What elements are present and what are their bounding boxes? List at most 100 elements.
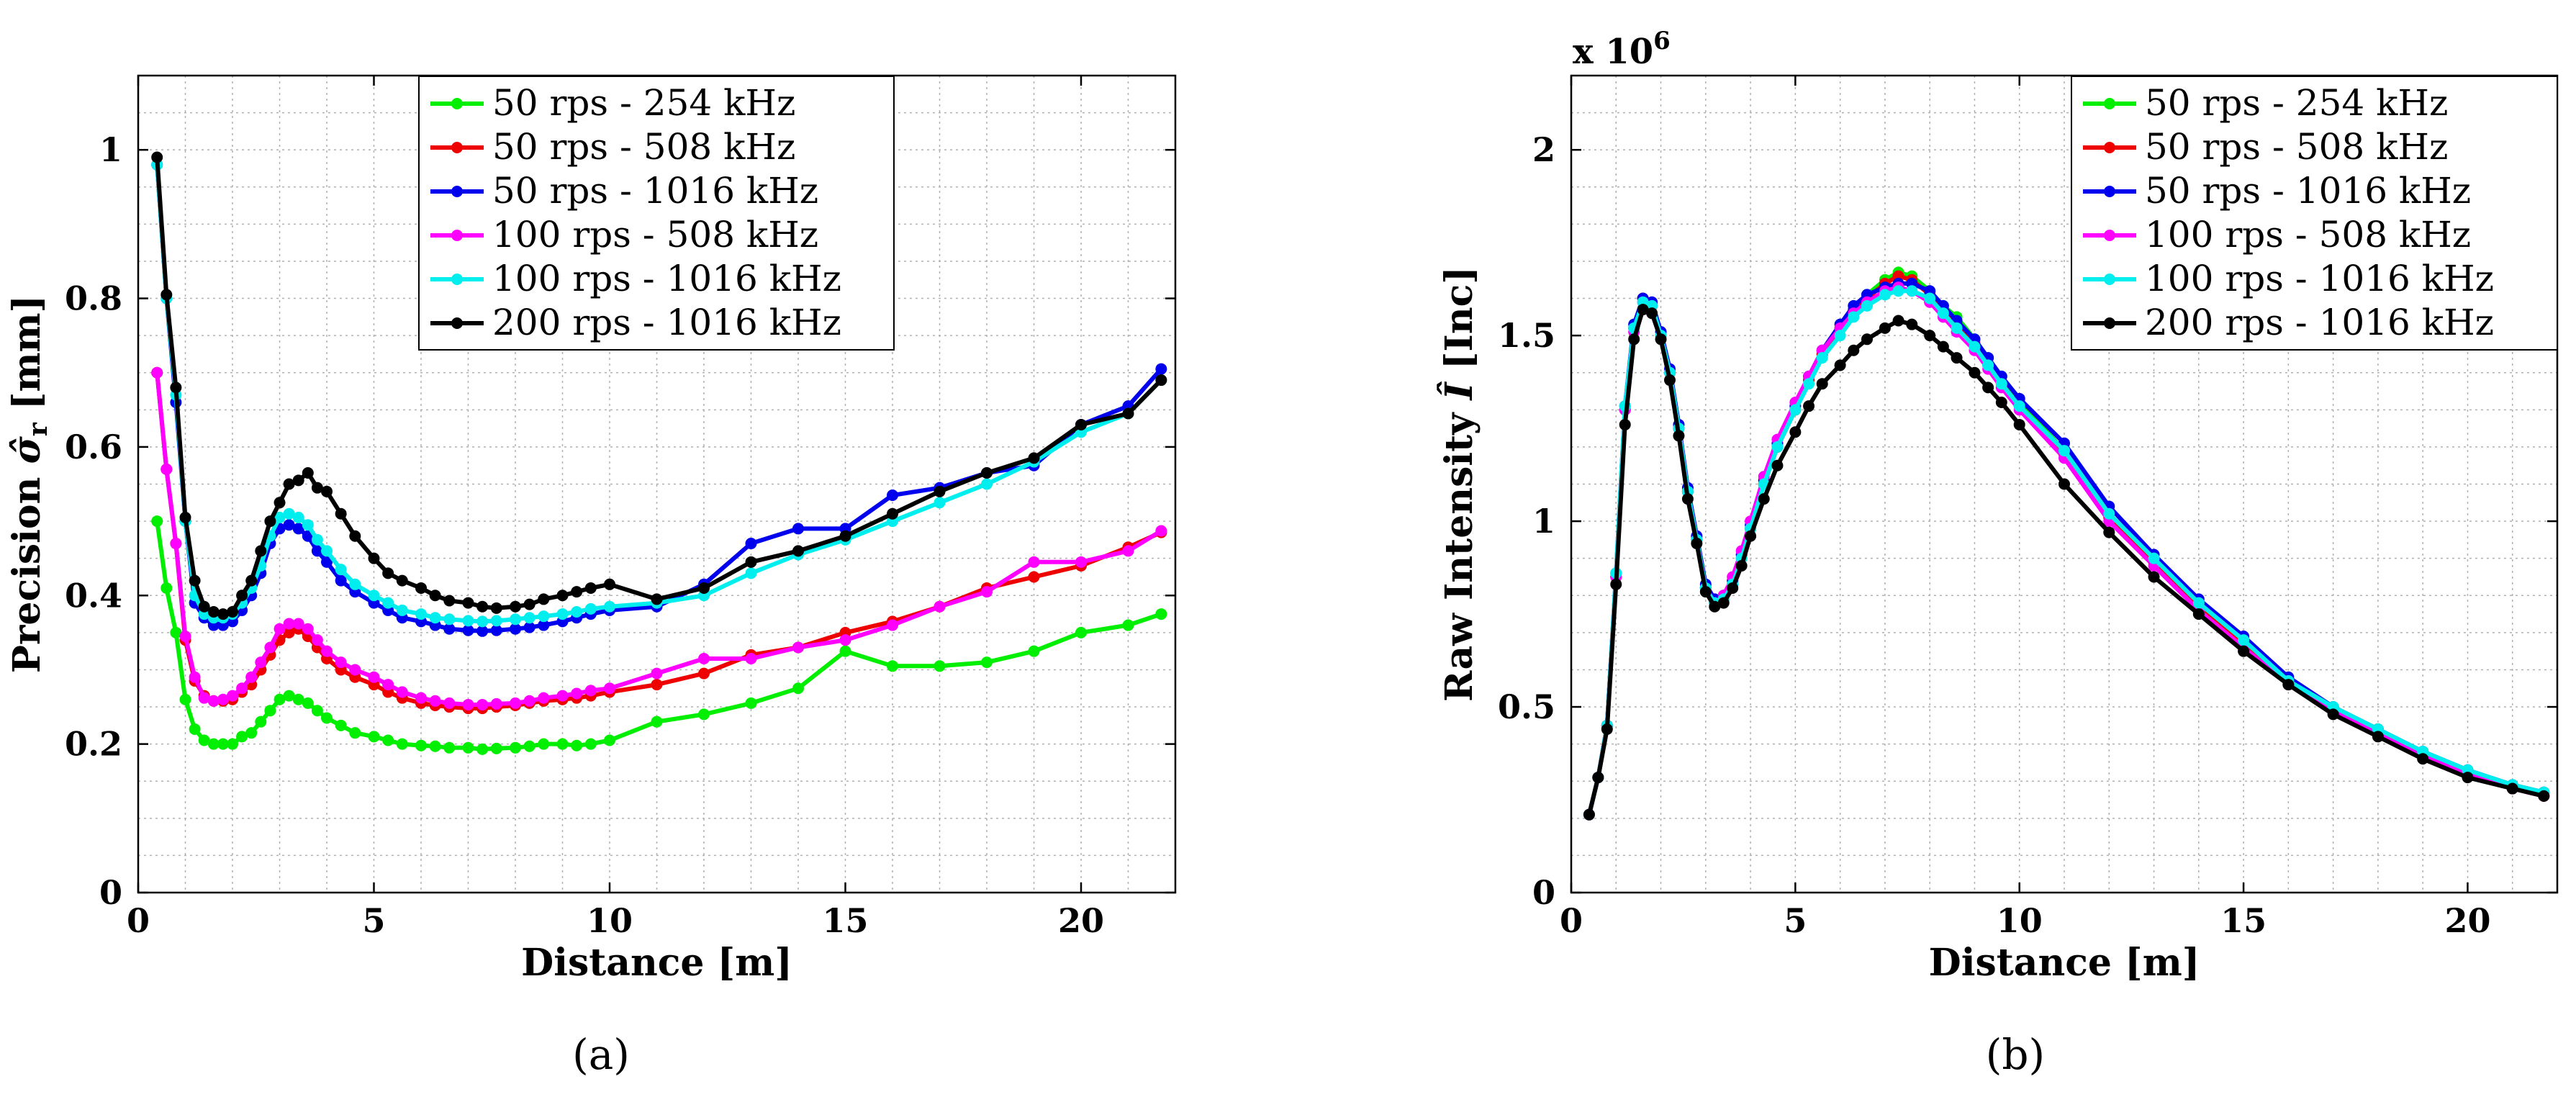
legend-label: 50 rps - 1016 kHz [2145, 170, 2471, 212]
series-1 [151, 366, 1167, 715]
data-point [255, 545, 267, 557]
data-point [887, 489, 898, 501]
data-point [1803, 378, 1815, 390]
legend-label: 50 rps - 508 kHz [2145, 126, 2448, 168]
data-point [584, 602, 597, 615]
series-5 [1583, 304, 2550, 821]
data-point [1816, 352, 1828, 364]
data-point [382, 679, 394, 691]
data-point [571, 739, 583, 751]
data-point [490, 698, 502, 710]
series-4 [1583, 285, 2550, 821]
data-point [1771, 441, 1784, 453]
data-point [1982, 359, 1994, 371]
data-point [382, 597, 394, 609]
data-point [283, 478, 295, 490]
legend-marker [451, 186, 463, 197]
data-point [1717, 597, 1730, 609]
data-point [556, 590, 569, 602]
data-point [1906, 285, 1918, 297]
data-point [335, 656, 347, 669]
data-point [476, 625, 489, 637]
legend-label: 100 rps - 508 kHz [492, 214, 818, 256]
y-axis-label-unit: [Inc] [1437, 266, 1481, 382]
data-point [292, 523, 304, 535]
legend-box [2071, 76, 2558, 351]
legend-marker [2104, 142, 2115, 153]
data-point [981, 656, 993, 669]
data-point [161, 582, 173, 594]
data-point [321, 712, 333, 724]
data-point [1969, 340, 1981, 353]
data-point [283, 618, 295, 630]
data-point [236, 731, 248, 743]
data-point [462, 624, 474, 636]
data-point [1906, 318, 1918, 330]
legend-label: 50 rps - 508 kHz [492, 126, 795, 168]
data-point [745, 652, 757, 664]
data-point [476, 743, 489, 755]
series-line [1586, 285, 2544, 816]
plot-frame [1570, 74, 2559, 894]
data-point [151, 515, 163, 528]
data-point [1892, 315, 1904, 327]
series-line [1586, 281, 2544, 816]
data-point [510, 613, 521, 626]
data-point [1924, 292, 1936, 304]
data-point [1758, 493, 1770, 505]
data-point [1664, 374, 1676, 387]
data-point [1745, 530, 1757, 542]
data-point [571, 605, 583, 618]
y-tick-label: 0 [1532, 873, 1555, 912]
legend-item: 50 rps - 254 kHz [2083, 82, 2448, 124]
data-point [335, 574, 347, 587]
legend-item: 50 rps - 254 kHz [430, 82, 795, 124]
data-point [1861, 333, 1873, 346]
y-axis-label-sub: r [23, 422, 53, 436]
data-point [1628, 333, 1640, 346]
data-point [179, 631, 191, 643]
y-axis-label-symbol: Î [1437, 382, 1481, 402]
data-point [1028, 645, 1040, 657]
legend-item: 100 rps - 1016 kHz [2083, 258, 2494, 299]
data-point [236, 590, 248, 602]
data-point [839, 645, 851, 657]
data-point [274, 693, 286, 705]
y-tick-label: 2 [1532, 130, 1555, 169]
data-point [1155, 374, 1167, 387]
data-point [311, 482, 323, 494]
data-point [236, 682, 248, 695]
data-point [227, 690, 238, 702]
data-point [292, 693, 304, 705]
data-point [538, 610, 550, 623]
data-point [1028, 571, 1040, 583]
data-point [170, 626, 182, 638]
data-point [745, 567, 757, 579]
data-point [198, 692, 210, 704]
x-tick-label: 0 [1560, 901, 1583, 940]
data-point [368, 552, 380, 564]
data-point [2327, 708, 2339, 721]
data-point [887, 507, 898, 520]
data-point [179, 693, 191, 705]
data-point [523, 612, 535, 624]
data-point [349, 530, 361, 542]
data-point [1122, 545, 1134, 557]
data-point [2013, 418, 2025, 430]
data-point [556, 738, 569, 750]
data-point [2238, 634, 2250, 646]
data-point [651, 667, 663, 680]
series-line [1586, 289, 2544, 816]
data-point [283, 507, 295, 520]
data-point [1681, 493, 1694, 505]
data-point [2058, 445, 2070, 457]
data-point [1995, 397, 2007, 408]
data-point [2192, 597, 2205, 609]
data-point [510, 741, 521, 754]
data-point [2148, 571, 2160, 583]
legend-item: 100 rps - 508 kHz [2083, 214, 2471, 256]
x-axis-label: Distance [m] [521, 941, 792, 985]
data-point [198, 734, 210, 746]
data-point [349, 664, 361, 676]
